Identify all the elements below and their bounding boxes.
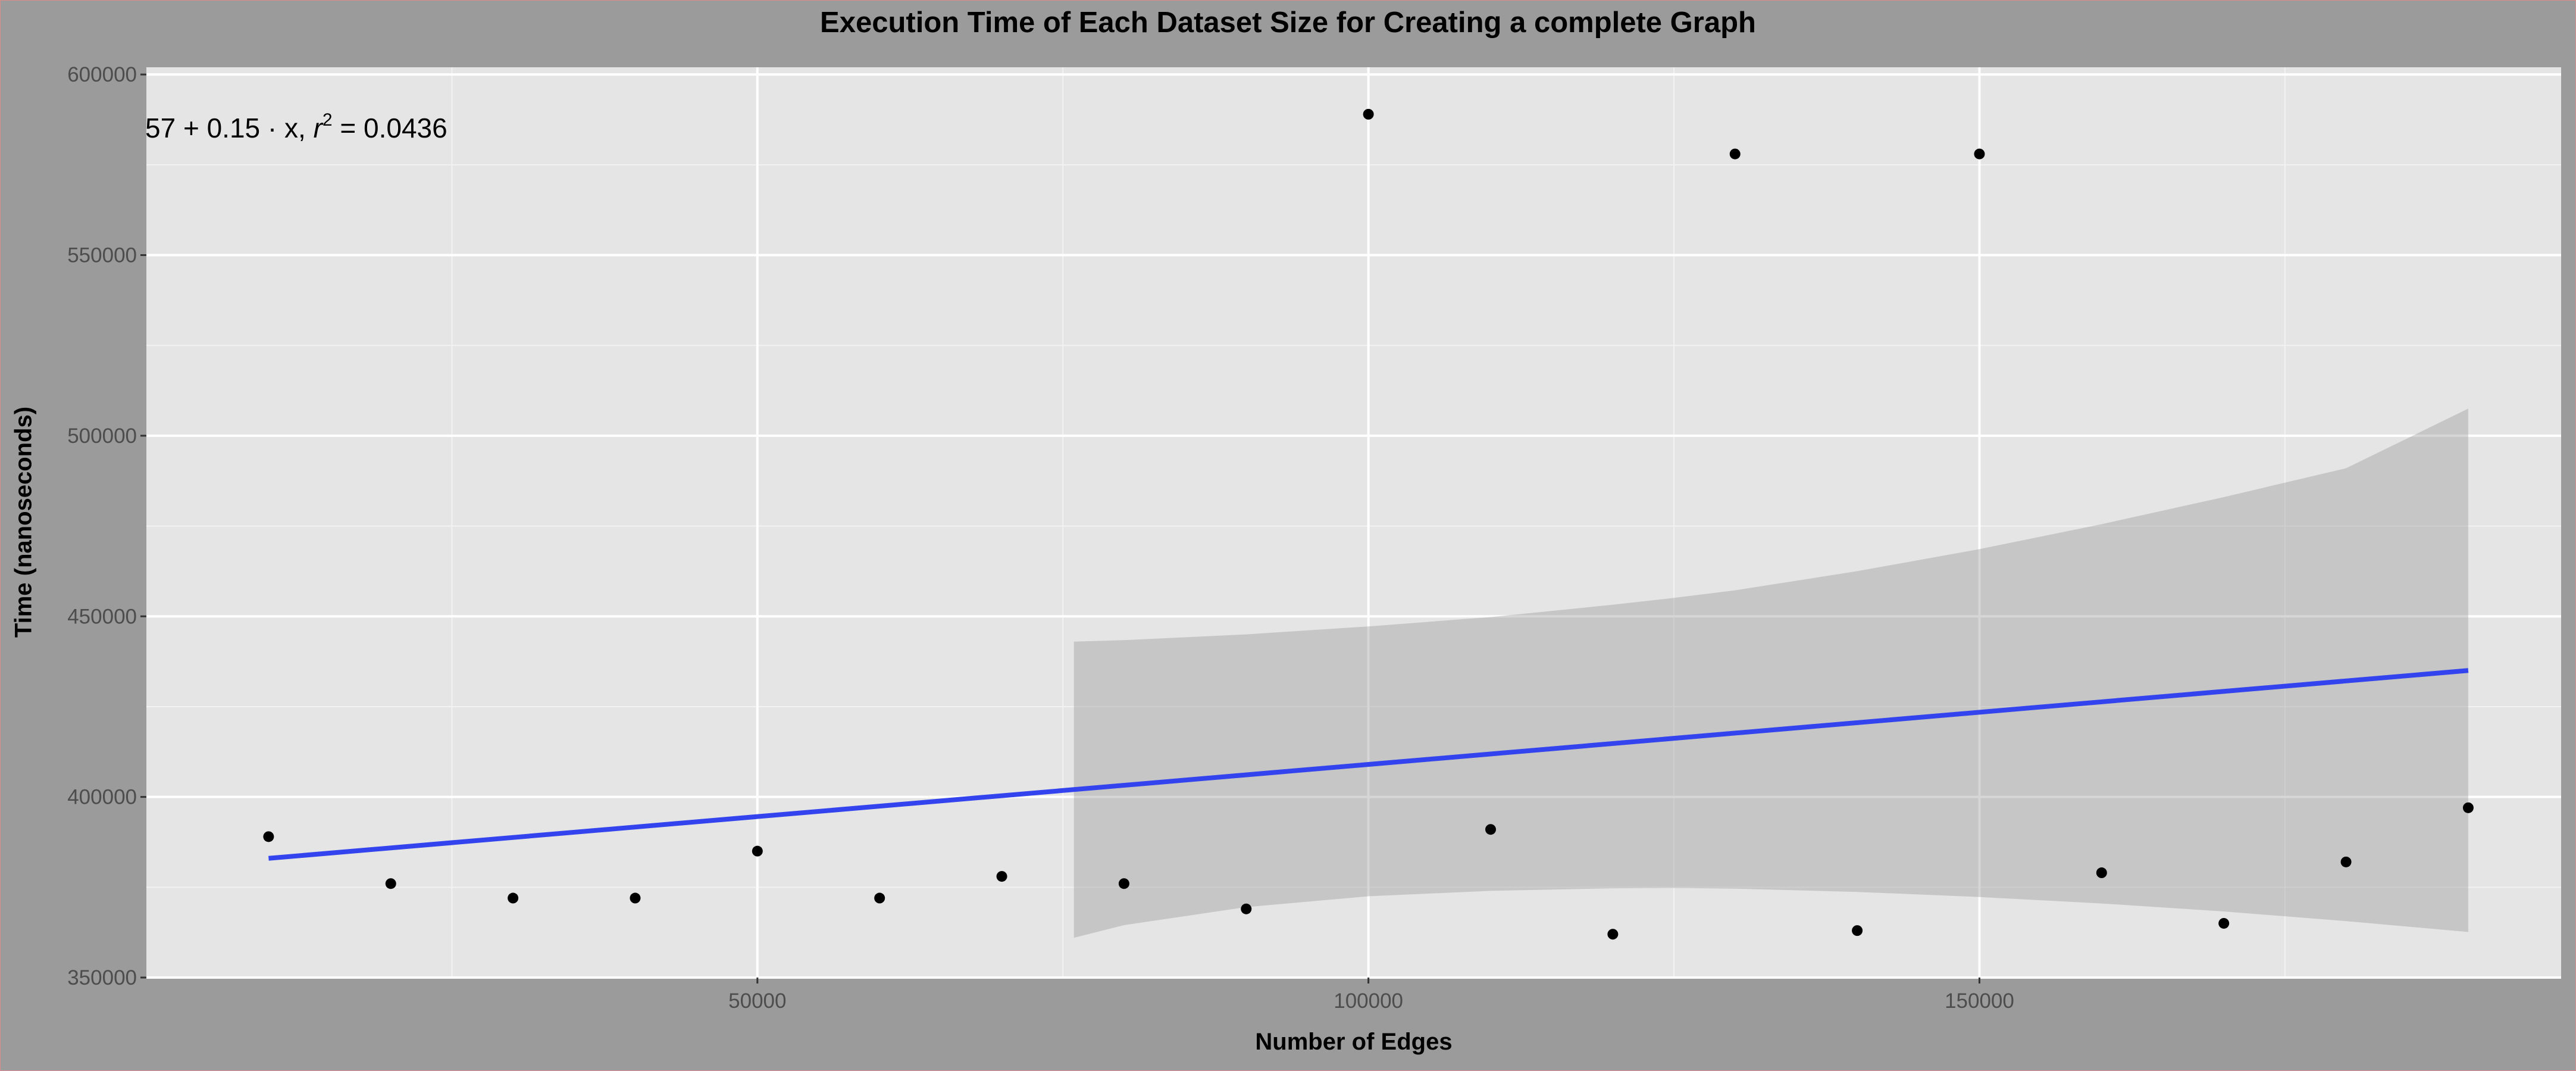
data-point <box>1974 148 1985 160</box>
data-point <box>996 871 1007 882</box>
data-point <box>752 845 763 857</box>
confidence-band <box>1073 408 2468 938</box>
x-tick-label: 100000 <box>1334 989 1403 1013</box>
data-point <box>2462 802 2474 813</box>
data-point <box>2340 856 2352 867</box>
data-point <box>508 892 519 904</box>
data-point <box>1363 108 1374 120</box>
y-tick-label: 450000 <box>67 605 137 628</box>
data-point <box>1729 148 1741 160</box>
y-tick-label: 400000 <box>67 786 137 809</box>
data-point <box>630 892 641 904</box>
data-point <box>263 831 274 842</box>
y-tick-label: 350000 <box>67 966 137 989</box>
data-point <box>385 878 396 889</box>
chart-title: Execution Time of Each Dataset Size for … <box>820 7 1756 39</box>
y-tick-label: 600000 <box>67 63 137 86</box>
y-tick-label: 550000 <box>67 244 137 267</box>
x-tick-label: 150000 <box>1945 989 2014 1013</box>
regression-line <box>268 668 2469 861</box>
x-tick-label: 50000 <box>728 989 786 1013</box>
data-point <box>1241 903 1252 914</box>
data-point <box>1485 824 1497 835</box>
data-point <box>1852 925 1863 936</box>
y-axis-label: Time (nanoseconds) <box>10 406 37 638</box>
plot-panel <box>146 67 2561 978</box>
data-point <box>1118 878 1129 889</box>
x-axis-label: Number of Edges <box>1255 1029 1453 1055</box>
y-tick-label: 500000 <box>67 424 137 448</box>
data-point <box>874 892 885 904</box>
data-point <box>2218 917 2230 929</box>
regression-equation: 57 + 0.15 · x, r2 = 0.0436 <box>145 110 447 143</box>
data-point <box>1607 929 1619 940</box>
data-point <box>2096 867 2107 879</box>
